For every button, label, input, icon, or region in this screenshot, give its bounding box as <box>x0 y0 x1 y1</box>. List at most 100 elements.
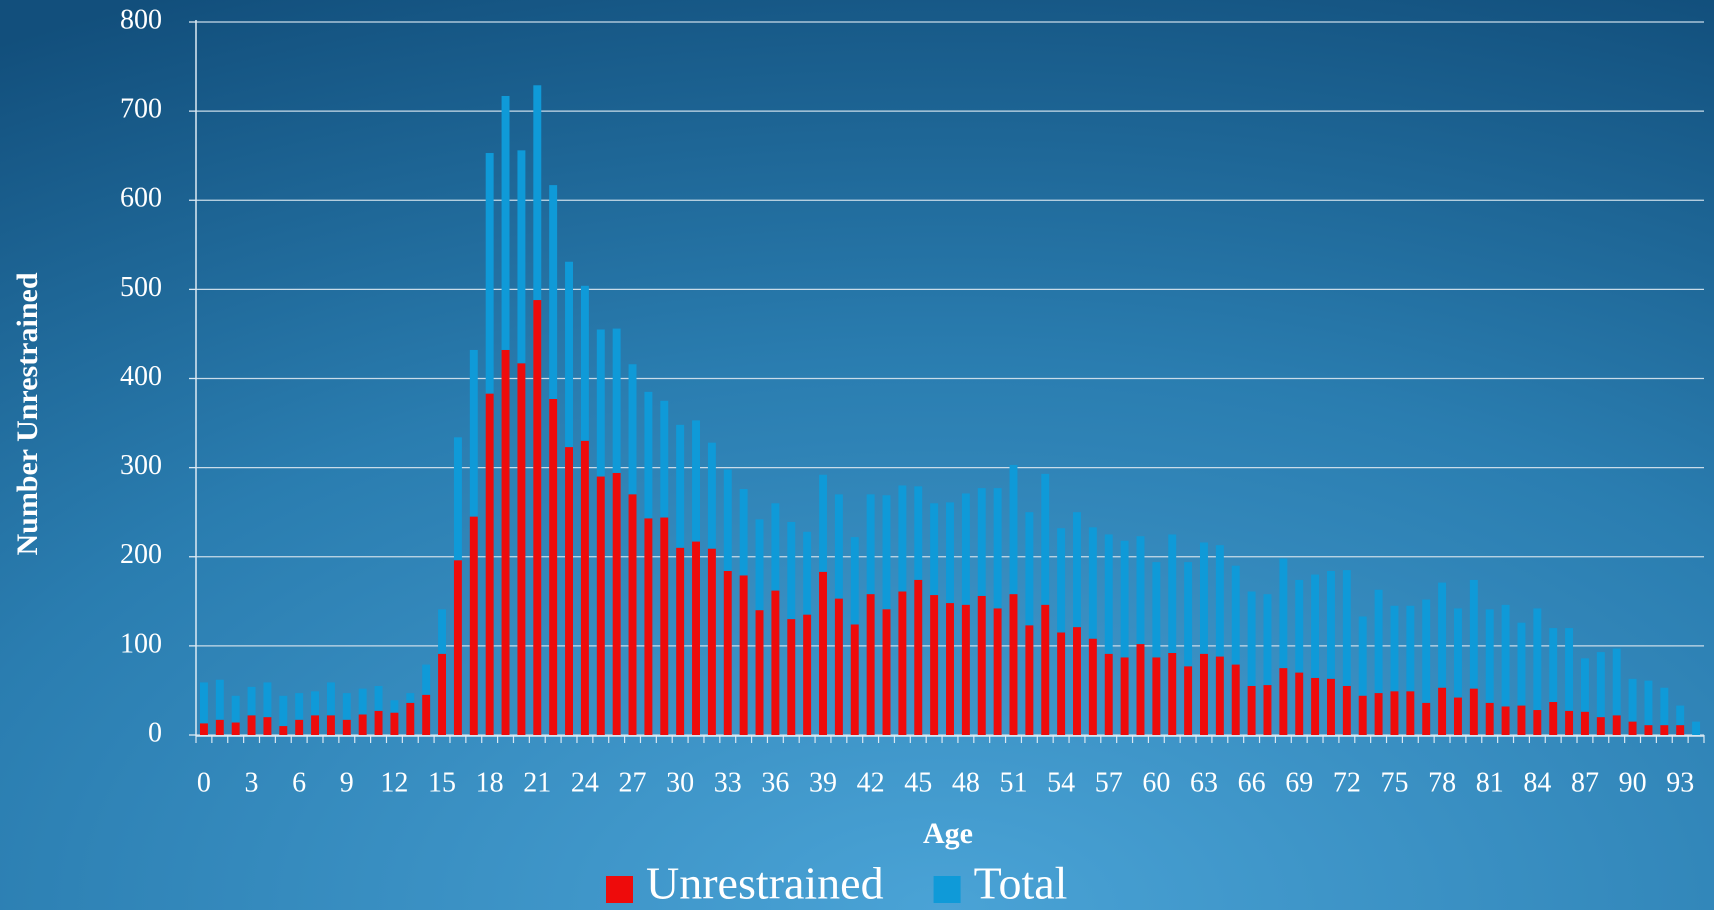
bar <box>1327 571 1335 735</box>
bar <box>215 679 224 735</box>
x-tick-label: 72 <box>1333 767 1361 798</box>
bar <box>438 653 447 735</box>
bar <box>1041 604 1050 735</box>
bar <box>1184 666 1193 735</box>
x-tick-label: 60 <box>1142 767 1170 798</box>
y-tick-label: 700 <box>120 94 162 125</box>
bar <box>628 494 637 735</box>
bar <box>1628 721 1637 735</box>
x-tick-label: 42 <box>857 767 885 798</box>
bar <box>596 476 605 735</box>
bar <box>1501 604 1510 735</box>
y-tick-label: 800 <box>120 4 162 35</box>
bar <box>1295 672 1304 735</box>
bar <box>1184 562 1193 735</box>
bar <box>1596 717 1605 735</box>
x-tick-label: 6 <box>292 767 306 798</box>
bar <box>1438 687 1447 735</box>
y-tick-label: 0 <box>148 717 162 748</box>
bar <box>199 723 208 735</box>
legend-label: Total <box>974 858 1068 909</box>
x-tick-label: 30 <box>666 767 694 798</box>
bar <box>803 614 812 735</box>
bar <box>342 693 351 735</box>
bar <box>390 712 399 735</box>
x-tick-label: 36 <box>761 767 789 798</box>
bar <box>1358 616 1367 735</box>
bar <box>1596 652 1605 735</box>
bar <box>834 598 843 735</box>
bar <box>1231 565 1240 735</box>
bar <box>1549 628 1558 735</box>
bar <box>1009 594 1018 735</box>
x-tick-label: 33 <box>714 767 742 798</box>
bar <box>374 685 383 735</box>
bar <box>1025 625 1034 735</box>
bar <box>279 695 288 735</box>
x-tick-label: 63 <box>1190 767 1218 798</box>
x-tick-label: 51 <box>999 767 1027 798</box>
bar <box>1644 725 1653 735</box>
bar <box>1041 473 1050 735</box>
bar <box>231 695 240 735</box>
bar <box>866 594 875 735</box>
bar <box>707 548 716 735</box>
bar <box>1279 558 1288 735</box>
bar <box>1644 680 1653 735</box>
bar <box>723 571 732 735</box>
bar <box>326 682 335 735</box>
bar <box>1660 725 1669 735</box>
bar <box>1057 632 1066 735</box>
bar <box>676 547 685 735</box>
bar <box>1628 678 1637 735</box>
bar <box>1485 702 1494 735</box>
bar <box>1517 622 1526 735</box>
bar <box>612 472 621 735</box>
bar <box>946 603 954 735</box>
bar <box>1168 534 1177 735</box>
bar <box>1104 534 1113 735</box>
x-tick-label: 66 <box>1238 767 1266 798</box>
bar <box>1215 545 1224 735</box>
bar <box>1390 605 1399 735</box>
y-tick-label: 500 <box>120 272 162 303</box>
bar <box>1215 656 1224 735</box>
bar <box>358 714 367 735</box>
bar <box>342 719 351 735</box>
bar <box>231 722 240 735</box>
bar <box>469 516 478 735</box>
bar <box>549 398 558 735</box>
bar <box>247 715 256 735</box>
bar <box>1374 693 1383 735</box>
y-tick-label: 200 <box>120 539 162 570</box>
bar <box>1453 697 1462 735</box>
bar <box>1073 512 1081 735</box>
bar <box>199 682 208 735</box>
bar <box>1311 574 1320 735</box>
bar <box>1327 678 1335 735</box>
bar <box>580 440 589 735</box>
bar <box>1612 648 1621 735</box>
legend-label: Unrestrained <box>646 858 884 909</box>
y-tick-label: 600 <box>120 183 162 214</box>
bar <box>1025 512 1034 735</box>
bar <box>1580 658 1589 735</box>
x-tick-label: 48 <box>952 767 980 798</box>
bar <box>1057 528 1066 735</box>
bar <box>501 349 510 735</box>
x-tick-label: 9 <box>340 767 354 798</box>
bar <box>993 608 1002 735</box>
bar <box>1580 711 1589 735</box>
bar <box>1136 644 1145 735</box>
bar <box>247 686 256 735</box>
bar <box>1422 702 1431 735</box>
bar <box>1168 653 1177 735</box>
bar <box>279 726 288 735</box>
x-axis-title: Age <box>923 817 973 850</box>
bar <box>1152 562 1161 735</box>
bar <box>295 719 304 735</box>
y-tick-label: 100 <box>120 628 162 659</box>
x-tick-label: 57 <box>1095 767 1123 798</box>
